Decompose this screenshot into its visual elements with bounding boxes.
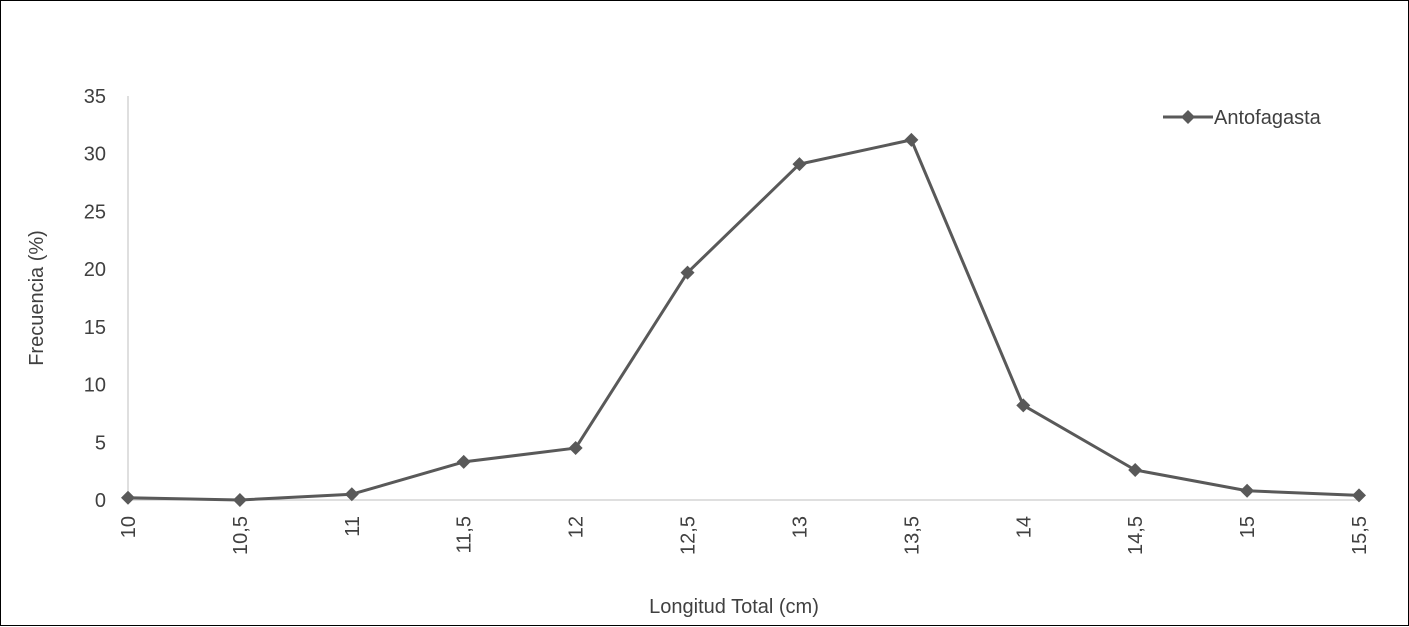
x-axis-title: Longitud Total (cm) [649,596,819,618]
x-tick-label: 12,5 [678,516,700,555]
series-layer [121,132,1366,507]
y-tick-labels: 0 5 10 15 20 25 30 35 [84,86,106,512]
data-point-marker [344,487,359,502]
y-tick-label: 30 [84,144,106,166]
data-point-marker [568,441,583,456]
x-tick-label: 11 [342,516,364,537]
legend-diamond-marker [1181,110,1195,124]
data-point-marker [1016,398,1031,413]
x-tick-label: 12 [566,516,588,538]
y-tick-label: 0 [95,490,106,512]
legend: Antofagasta [1163,107,1322,129]
data-point-marker [121,490,135,505]
y-tick-label: 25 [84,201,106,223]
y-axis-title: Frecuencia (%) [26,230,48,366]
data-point-marker [904,132,919,147]
y-tick-label: 20 [84,259,106,281]
x-tick-label: 13 [789,516,811,538]
data-point-marker [680,265,695,280]
y-tick-label: 35 [84,86,106,108]
y-tick-label: 5 [95,432,106,454]
data-point-marker [1128,462,1143,477]
x-tick-label: 11,5 [454,516,476,553]
data-point-marker [232,493,247,507]
data-point-marker [456,454,471,469]
x-tick-labels: 10 10,5 11 11,5 12 12,5 13 13,5 14 14,5 15 15,5 [118,516,1371,555]
data-point-marker [792,157,807,172]
x-tick-label: 10,5 [230,516,252,555]
x-tick-label: 15 [1237,516,1259,538]
legend-label: Antofagasta [1214,107,1322,129]
x-tick-label: 10 [118,516,140,538]
x-tick-label: 13,5 [901,516,923,555]
data-point-marker [1240,483,1255,498]
x-tick-label: 14 [1013,516,1035,538]
x-tick-label: 15,5 [1349,516,1371,555]
series-line-antofagasta [127,138,1360,502]
y-tick-label: 10 [84,375,106,397]
y-tick-label: 15 [84,317,106,339]
x-tick-label: 14,5 [1125,516,1147,555]
data-point-marker [1352,488,1366,503]
